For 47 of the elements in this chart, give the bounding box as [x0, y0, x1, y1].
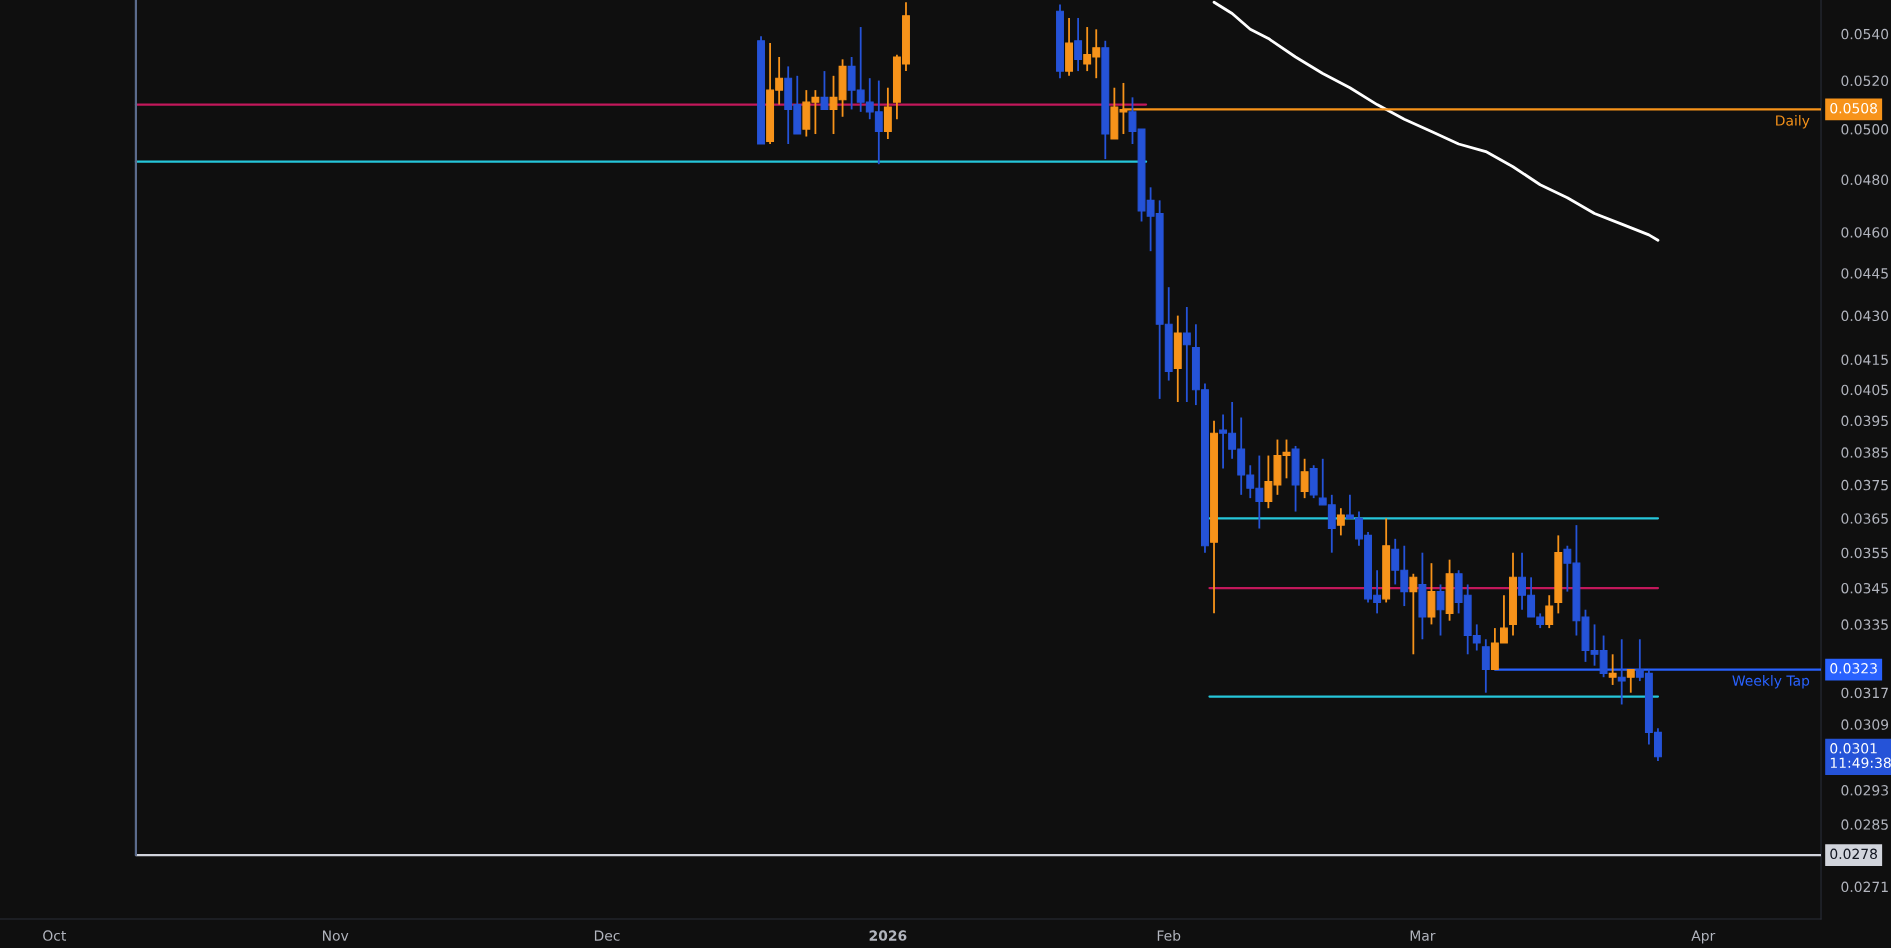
y-tick-label: 0.0500 — [1841, 124, 1889, 135]
candlestick — [1608, 653, 1617, 686]
y-tick-label: 0.0415 — [1841, 354, 1888, 366]
series-label: Weekly Tap — [1732, 675, 1810, 689]
x-tick-label: Dec — [594, 930, 620, 941]
x-tick-label: Oct — [43, 930, 67, 941]
y-tick-label: 0.0345 — [1841, 582, 1888, 594]
y-tick-label: 0.0385 — [1841, 447, 1888, 458]
candlestick — [1617, 638, 1626, 706]
line-series — [1212, 0, 1660, 242]
y-tick-label: 0.0317 — [1841, 687, 1888, 699]
x-tick-label: Mar — [1410, 930, 1436, 941]
y-tick-label: 0.0293 — [1841, 785, 1888, 796]
x-tick-label: 2026 — [869, 930, 907, 941]
candlestick — [1300, 457, 1309, 500]
x-tick-label: Apr — [1691, 930, 1716, 944]
y-tick-label: 0.0540 — [1841, 28, 1889, 40]
candlestick — [1182, 306, 1191, 403]
candlestick — [1481, 638, 1490, 694]
y-tick-label: 0.0375 — [1841, 479, 1888, 491]
y-tick-label: 0.0480 — [1841, 174, 1889, 186]
y-tick-label: 0.0355 — [1841, 547, 1888, 559]
text: 0.0301 11:49:38 — [1830, 743, 1891, 769]
y-tick-label: 0.0460 — [1841, 227, 1889, 238]
data-label: 0.0508 — [1830, 102, 1878, 114]
candlestick — [1409, 572, 1418, 656]
data-label: 0.0323 — [1830, 663, 1877, 674]
y-tick-label: 0.0405 — [1841, 384, 1888, 396]
candlestick — [1626, 668, 1635, 694]
data-label: 0.0278 — [1830, 848, 1878, 860]
candlestick — [1545, 594, 1554, 630]
candlestick — [820, 70, 829, 111]
y-tick-label: 0.0285 — [1841, 819, 1888, 830]
x-tick-label: Feb — [1157, 930, 1181, 941]
candlestick — [1436, 583, 1445, 637]
y-tick-label: 0.0271 — [1841, 881, 1888, 893]
y-tick-label: 0.0335 — [1841, 619, 1888, 630]
y-tick-label: 0.0445 — [1841, 268, 1888, 279]
candlestick — [1336, 507, 1345, 537]
y-tick-label: 0.0395 — [1841, 415, 1888, 427]
candlestick — [1074, 17, 1083, 72]
x-tick-label: Nov — [323, 930, 349, 941]
y-tick-label: 0.0365 — [1841, 513, 1888, 524]
series-label: Daily — [1776, 115, 1810, 129]
y-tick-label: 0.0520 — [1841, 75, 1889, 87]
y-tick-label: 0.0309 — [1841, 719, 1889, 730]
y-tick-label: 0.0430 — [1841, 310, 1889, 322]
